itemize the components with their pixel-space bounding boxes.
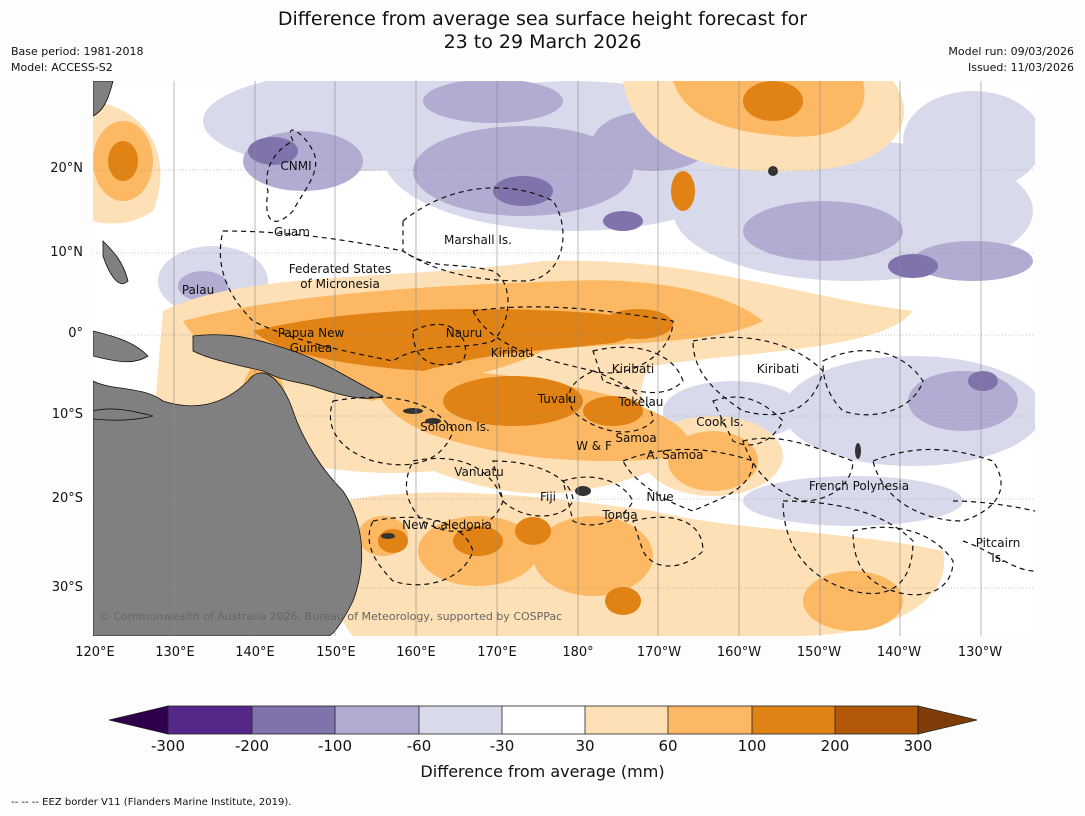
lon-label-130e: 130°E <box>155 645 195 660</box>
lat-label-0: 0° <box>68 326 83 341</box>
colorbar-segment <box>335 706 419 734</box>
place-label: Pitcairn <box>975 536 1021 550</box>
eez-footnote: -- -- -- EEZ border V11 (Flanders Marine… <box>11 797 292 808</box>
place-label: Palau <box>181 283 215 297</box>
lesser-sunda <box>93 408 154 421</box>
colorbar-tick: 300 <box>903 737 933 755</box>
colorbar-segment <box>419 706 502 734</box>
colorbar-tick: -100 <box>317 737 353 755</box>
place-label: Kiribati <box>756 362 800 376</box>
place-label: Tonga <box>602 508 638 522</box>
place-label: Cook Is. <box>696 415 744 429</box>
colorbar-underflow-arrow <box>109 706 168 734</box>
map-title-line1: Difference from average sea surface heig… <box>277 8 808 30</box>
colorbar-segment <box>668 706 752 734</box>
colorbar-segment <box>502 706 585 734</box>
lon-label-160w: 160°W <box>716 645 762 660</box>
place-label: Papua New <box>277 326 345 340</box>
place-label: Vanuatu <box>454 465 504 479</box>
lat-label-10s: 10°S <box>51 407 83 422</box>
lon-label-150w: 150°W <box>796 645 842 660</box>
lon-label-140w: 140°W <box>876 645 922 660</box>
model-name: Model: ACCESS-S2 <box>11 61 113 74</box>
colorbar-overflow-arrow <box>918 706 977 734</box>
colorbar-tick: 200 <box>820 737 850 755</box>
lat-label-20s: 20°S <box>51 491 83 506</box>
colorbar-tick: -30 <box>489 737 515 755</box>
place-label: Marshall Is. <box>444 233 512 247</box>
colorbar-tick: 100 <box>737 737 767 755</box>
place-label: of Micronesia <box>300 277 380 291</box>
australia <box>93 372 363 636</box>
issued-date: Issued: 11/03/2026 <box>967 61 1074 74</box>
lat-label-30s: 30°S <box>51 580 83 595</box>
place-label: Is. <box>991 551 1005 565</box>
small-islands <box>381 166 861 539</box>
philippines-south <box>102 240 129 284</box>
place-label: French Polynesia <box>808 479 910 493</box>
colorbar-tick: -300 <box>150 737 186 755</box>
colorbar-tick: -60 <box>406 737 432 755</box>
colorbar-tick: 60 <box>658 737 678 755</box>
lon-label-150e: 150°E <box>316 645 356 660</box>
sea-level-map <box>93 81 1035 636</box>
philippines <box>93 81 114 117</box>
place-label: Nauru <box>445 326 483 340</box>
colorbar-tick: 30 <box>575 737 595 755</box>
land <box>93 81 385 636</box>
place-label: Guam <box>274 225 310 239</box>
place-label: Kiribati <box>611 362 655 376</box>
lon-label-130w: 130°W <box>957 645 1003 660</box>
place-label: Fiji <box>539 490 557 504</box>
place-label: Tokelau <box>618 395 664 409</box>
lon-label-170w: 170°W <box>636 645 682 660</box>
place-label: Kiribati <box>490 346 534 360</box>
place-label: W & F <box>576 439 612 453</box>
place-label: Federated States <box>288 262 392 276</box>
eez-borders <box>219 129 1035 596</box>
model-run-date: Model run: 09/03/2026 <box>948 45 1074 58</box>
gridlines <box>173 81 982 636</box>
colorbar-label: Difference from average (mm) <box>420 762 665 781</box>
place-label: Niue <box>646 490 674 504</box>
lon-label-140e: 140°E <box>235 645 275 660</box>
sulawesi <box>93 330 149 363</box>
place-label: CNMI <box>280 159 312 173</box>
lat-label-20n: 20°N <box>50 161 83 176</box>
lat-gridlines <box>93 169 1035 589</box>
place-label: Samoa <box>615 431 657 445</box>
lon-label-120e: 120°E <box>75 645 115 660</box>
colorbar-segment <box>752 706 835 734</box>
place-label: Tuvalu <box>537 392 577 406</box>
place-label: New Caledonia <box>402 518 492 532</box>
lon-label-170e: 170°E <box>477 645 517 660</box>
lon-label-160e: 160°E <box>396 645 436 660</box>
colorbar-segment <box>835 706 918 734</box>
colorbar-segment <box>585 706 668 734</box>
place-label: Guinea <box>289 341 333 355</box>
place-label: Solomon Is. <box>420 420 490 434</box>
colorbar-segment <box>168 706 252 734</box>
map-title-line2: 23 to 29 March 2026 <box>443 31 642 53</box>
colorbar <box>108 705 978 735</box>
lat-label-10n: 10°N <box>50 245 83 260</box>
base-period: Base period: 1981-2018 <box>11 45 144 58</box>
place-label: A. Samoa <box>646 448 704 462</box>
colorbar-segment <box>252 706 335 734</box>
copyright-notice: © Commonwealth of Australia 2026, Bureau… <box>99 610 563 623</box>
colorbar-tick: -200 <box>234 737 270 755</box>
lon-label-180: 180° <box>562 645 594 660</box>
